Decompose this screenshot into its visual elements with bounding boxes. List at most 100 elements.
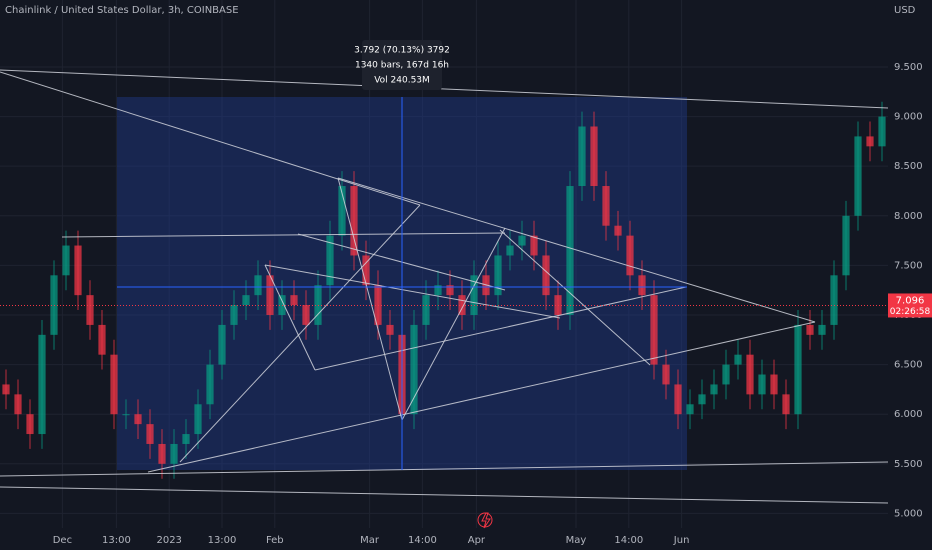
candle-body <box>2 384 10 395</box>
candle-body <box>182 434 190 444</box>
trend-line <box>0 71 421 206</box>
candle-body <box>290 295 298 306</box>
candle-body <box>230 305 238 325</box>
candle-body <box>266 275 274 315</box>
candle-body <box>878 116 886 147</box>
candle-body <box>326 235 334 286</box>
candle-body <box>734 354 742 365</box>
trend-line <box>499 229 651 366</box>
x-tick-label: Jun <box>673 535 690 546</box>
candle-body <box>338 186 346 236</box>
chart-title: Chainlink / United States Dollar, 3h, CO… <box>5 5 239 16</box>
y-tick-label: 9.000 <box>894 112 923 123</box>
candle-body <box>638 275 646 296</box>
candle-body <box>134 414 142 425</box>
candle-body <box>626 235 634 276</box>
y-tick-label: 5.500 <box>894 459 923 470</box>
candle-body <box>26 414 34 435</box>
candle-body <box>122 414 130 416</box>
candle-body <box>590 126 598 187</box>
candle-body <box>866 136 874 147</box>
trend-line <box>0 69 889 109</box>
candle-body <box>98 324 106 355</box>
candle-body <box>194 404 202 435</box>
candle-body <box>794 324 802 415</box>
trend-line <box>314 286 687 371</box>
candle-body <box>386 324 394 335</box>
x-tick-label: Apr <box>468 535 486 546</box>
candle-body <box>206 364 214 405</box>
last-price-label: 7.096 <box>896 295 925 306</box>
trend-line <box>337 177 403 421</box>
candle-body <box>710 384 718 395</box>
currency: USD <box>894 5 916 16</box>
candle-body <box>782 394 790 415</box>
candle-body <box>470 275 478 315</box>
trend-line <box>264 264 561 319</box>
candle-body <box>518 235 526 246</box>
candle-body <box>242 295 250 306</box>
candle-body <box>410 324 418 415</box>
candle-body <box>158 443 166 464</box>
candle-body <box>698 394 706 405</box>
x-tick-label: 13:00 <box>102 535 131 546</box>
last-price-box <box>888 293 932 318</box>
candle-body <box>686 404 694 415</box>
y-tick-label: 9.500 <box>894 62 923 73</box>
alert-button[interactable] <box>477 512 493 528</box>
candle-body <box>746 354 754 395</box>
candle-body <box>830 275 838 325</box>
x-tick-label: 14:00 <box>408 535 437 546</box>
measure-tooltip <box>362 40 442 90</box>
trend-line <box>264 264 316 371</box>
candle-body <box>566 186 574 315</box>
candle-body <box>542 255 550 296</box>
candle-body <box>14 394 22 415</box>
trend-line <box>337 177 816 323</box>
candle-body <box>74 245 82 296</box>
candle-body <box>218 324 226 365</box>
candle-body <box>38 334 46 435</box>
drawings <box>0 69 889 504</box>
candle-body <box>770 374 778 395</box>
y-tick-label: 8.000 <box>894 211 923 222</box>
candle-body <box>434 285 442 296</box>
candle-body <box>86 295 94 325</box>
candle-body <box>674 384 682 415</box>
candle-body <box>254 275 262 296</box>
x-tick-label: 14:00 <box>614 535 643 546</box>
candle-body <box>506 245 514 256</box>
candle-body <box>842 215 850 276</box>
x-tick-label: Dec <box>53 535 72 546</box>
candle-body <box>578 126 586 187</box>
candle-body <box>494 255 502 296</box>
price-axis <box>888 0 932 528</box>
candle-body <box>362 255 370 286</box>
trend-line <box>147 321 816 473</box>
candle-body <box>302 305 310 325</box>
x-tick-label: May <box>566 535 587 546</box>
candle-body <box>806 324 814 335</box>
x-tick-label: Feb <box>266 535 284 546</box>
trend-line <box>0 486 889 504</box>
candle-body <box>170 443 178 464</box>
y-tick-label: 6.500 <box>894 360 923 371</box>
candle-body <box>854 136 862 216</box>
trend-line <box>61 232 506 238</box>
x-tick-label: Mar <box>360 535 380 546</box>
candle-body <box>350 186 358 256</box>
candle-body <box>614 225 622 236</box>
x-tick-label: 13:00 <box>208 535 237 546</box>
y-tick-label: 8.500 <box>894 161 923 172</box>
candle-body <box>422 295 430 325</box>
candle-body <box>650 295 658 365</box>
trend-line <box>0 461 889 477</box>
candle-body <box>62 245 70 276</box>
x-tick-label: 2023 <box>156 535 181 546</box>
candle-body <box>110 354 118 415</box>
y-tick-label: 7.500 <box>894 260 923 271</box>
candle-body <box>146 424 154 444</box>
measure-text: 1340 bars, 167d 16h <box>355 61 449 71</box>
candle-body <box>602 186 610 226</box>
candle-body <box>530 235 538 256</box>
